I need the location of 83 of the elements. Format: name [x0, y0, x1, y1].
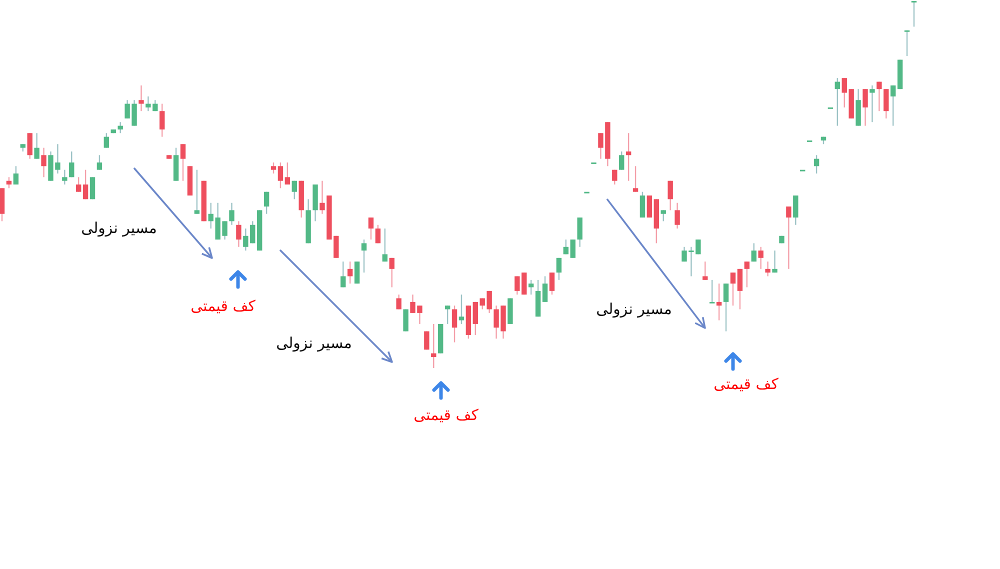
- candlestick: [556, 257, 562, 281]
- candlestick: [292, 180, 297, 200]
- candlestick: [577, 216, 582, 248]
- candlestick: [90, 176, 96, 200]
- candlestick: [41, 147, 46, 178]
- candlestick: [890, 84, 896, 126]
- candlestick: [660, 210, 666, 222]
- candlestick: [347, 260, 353, 284]
- candlestick: [744, 260, 750, 288]
- candlestick: [619, 150, 624, 170]
- candlestick: [458, 294, 464, 325]
- candlestick: [444, 305, 450, 325]
- candlestick: [229, 202, 234, 226]
- text: کف قیمتی: [414, 406, 480, 424]
- candlestick: [118, 122, 123, 134]
- candlestick: [772, 250, 778, 274]
- candlestick: [870, 84, 875, 123]
- candlestick: [626, 132, 632, 182]
- candlestick: [876, 81, 882, 112]
- candlestick: [194, 169, 200, 214]
- candlestick: [278, 162, 284, 189]
- candlestick: [368, 216, 374, 240]
- candlestick: [34, 132, 40, 160]
- candlestick: [431, 323, 436, 369]
- candlestick: [542, 276, 548, 303]
- annotation: مسیر نزولی: [596, 300, 672, 318]
- candlestick: [138, 84, 144, 112]
- candlestick: [786, 206, 792, 270]
- candlestick: [668, 180, 673, 211]
- candlestick: [27, 132, 32, 160]
- candlestick: [382, 228, 388, 262]
- candlestick: [632, 166, 638, 192]
- candlestick: [765, 260, 770, 277]
- candlestick: [375, 224, 381, 244]
- candlestick: [528, 279, 534, 296]
- text: کف قیمتی: [714, 375, 780, 393]
- candlestick: [160, 103, 165, 138]
- annotation: مسیر نزولی: [276, 334, 352, 352]
- candlestick: [549, 272, 555, 296]
- candlestick: [904, 30, 910, 57]
- candlestick: [354, 260, 360, 284]
- candlestick: [758, 246, 764, 270]
- candlestick: [361, 238, 367, 274]
- candlestick: [340, 260, 346, 288]
- candlestick: [82, 169, 88, 200]
- candlestick: [793, 194, 798, 226]
- candlestick: [96, 154, 102, 170]
- candlestick: [716, 282, 722, 321]
- candlestick: [403, 308, 408, 332]
- candlestick: [751, 242, 756, 262]
- candlestick: [723, 282, 729, 332]
- candlestick: [640, 191, 646, 218]
- candlestick: [6, 176, 12, 189]
- candlestick: [264, 191, 270, 214]
- candlestick: [472, 301, 478, 336]
- candlestick: [180, 144, 186, 182]
- candlestick: [862, 88, 868, 126]
- candlestick: [76, 176, 82, 192]
- candlestick: [452, 305, 458, 343]
- candlestick: [612, 169, 618, 186]
- candlestick: [69, 150, 74, 178]
- candlestick: [702, 260, 708, 281]
- annotation: مسیر نزولی: [81, 219, 157, 237]
- candlestick: [104, 132, 110, 148]
- candlestick: [814, 154, 820, 174]
- candlestick: [570, 238, 576, 258]
- candlestick: [911, 0, 917, 28]
- candlestick: [730, 272, 736, 306]
- candlestick: [236, 220, 242, 248]
- candlestick: [737, 268, 743, 310]
- candlestick: [389, 257, 394, 288]
- candlestick: [834, 77, 840, 126]
- candlestick: [62, 169, 68, 186]
- candlestick: [710, 279, 715, 304]
- candlestick: [396, 294, 402, 310]
- candlestick: [884, 88, 889, 120]
- candlestick: [563, 238, 569, 255]
- candlestick: [270, 162, 276, 174]
- candlestick: [646, 196, 652, 218]
- candlestick: [674, 202, 680, 230]
- annotation: کف قیمتی: [190, 297, 256, 315]
- candlestick: [13, 166, 19, 186]
- candlestick: [284, 162, 290, 186]
